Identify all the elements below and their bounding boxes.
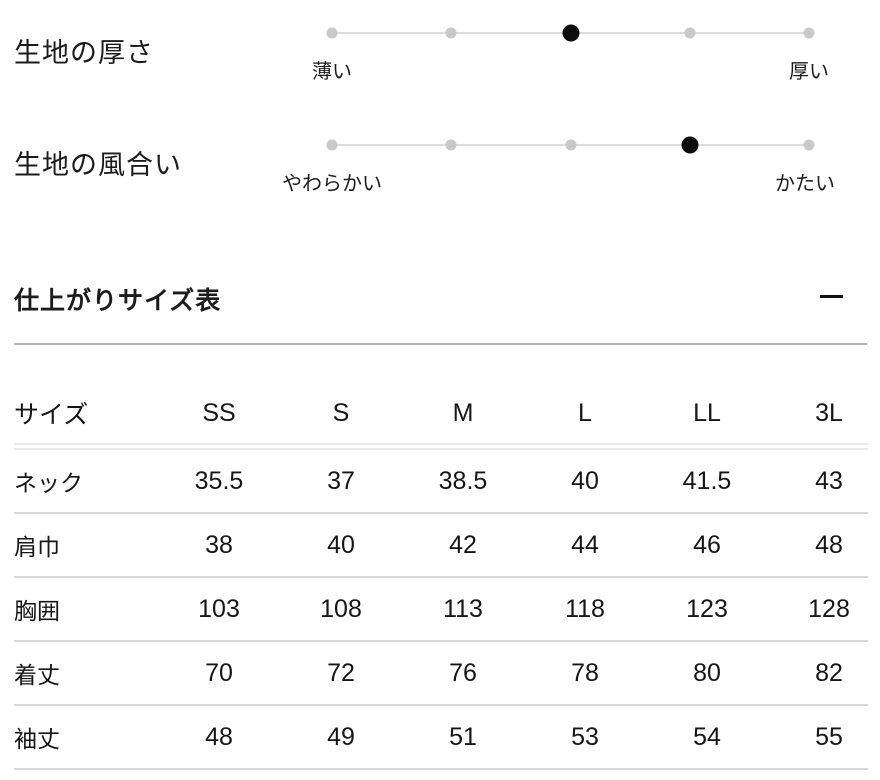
fabric-thickness-scale	[326, 24, 815, 42]
cell-value: 78	[524, 641, 646, 706]
scale-dot	[803, 139, 815, 151]
cell-value: 108	[280, 577, 402, 642]
row-label: 胸囲	[14, 577, 158, 642]
scale-dot	[684, 27, 696, 39]
cell-value: 51	[402, 705, 524, 770]
minus-icon	[820, 295, 843, 298]
scale-dot	[445, 139, 457, 151]
cell-value: 55	[768, 705, 868, 770]
table-row: 胸囲 103 108 113 118 123 128	[14, 577, 868, 642]
cell-value: 40	[524, 446, 646, 514]
scale-dot	[326, 139, 338, 151]
scale-dot	[803, 27, 815, 39]
scale-max-label: 厚い	[789, 61, 829, 83]
cell-value: 80	[646, 641, 768, 706]
cell-value: 44	[524, 513, 646, 578]
scale-dot	[326, 27, 338, 39]
cell-value: 38	[158, 513, 280, 578]
cell-value: 113	[402, 577, 524, 642]
cell-value: 53	[524, 705, 646, 770]
column-header: SS	[158, 383, 280, 450]
cell-value: 118	[524, 577, 646, 642]
cell-value: 43	[768, 446, 868, 514]
section-divider	[14, 343, 867, 345]
cell-value: 76	[402, 641, 524, 706]
fabric-thickness-label: 生地の厚さ	[14, 38, 154, 68]
row-label: 肩巾	[14, 513, 158, 578]
table-row: 袖丈 48 49 51 53 54 55	[14, 705, 868, 770]
scale-min-label: やわらかい	[282, 173, 382, 195]
fabric-texture-scale	[326, 136, 815, 154]
size-table-wrapper: サイズ SS S M L LL 3L ネック 35.5 37 38.5 40 4…	[14, 383, 868, 770]
cell-value: 70	[158, 641, 280, 706]
cell-value: 82	[768, 641, 868, 706]
cell-value: 38.5	[402, 446, 524, 514]
size-section-title: 仕上がりサイズ表	[14, 287, 222, 315]
fabric-texture-label: 生地の風合い	[14, 150, 182, 180]
scale-max-label: かたい	[775, 173, 835, 195]
cell-value: 37	[280, 446, 402, 514]
cell-value: 49	[280, 705, 402, 770]
scale-min-label: 薄い	[312, 61, 352, 83]
cell-value: 41.5	[646, 446, 768, 514]
row-label: 着丈	[14, 641, 158, 706]
size-table: サイズ SS S M L LL 3L ネック 35.5 37 38.5 40 4…	[14, 383, 868, 770]
cell-value: 48	[158, 705, 280, 770]
cell-value: 54	[646, 705, 768, 770]
cell-value: 35.5	[158, 446, 280, 514]
collapse-section-button[interactable]	[802, 284, 858, 310]
row-label: 袖丈	[14, 705, 158, 770]
column-header: サイズ	[14, 383, 158, 450]
column-header: M	[402, 383, 524, 450]
scale-dot	[565, 139, 576, 151]
size-table-header-row: サイズ SS S M L LL 3L	[14, 383, 868, 450]
cell-value: 72	[280, 641, 402, 706]
column-header: L	[524, 383, 646, 450]
cell-value: 46	[646, 513, 768, 578]
scale-dot-active	[562, 24, 579, 42]
cell-value: 103	[158, 577, 280, 642]
cell-value: 48	[768, 513, 868, 578]
table-row: ネック 35.5 37 38.5 40 41.5 43	[14, 446, 868, 514]
row-label: ネック	[14, 446, 158, 514]
cell-value: 128	[768, 577, 868, 642]
column-header: LL	[646, 383, 768, 450]
column-header: 3L	[768, 383, 868, 450]
scale-dot	[445, 27, 457, 39]
cell-value: 42	[402, 513, 524, 578]
cell-value: 40	[280, 513, 402, 578]
cell-value: 123	[646, 577, 768, 642]
scale-dot-active	[681, 136, 699, 154]
column-header: S	[280, 383, 402, 450]
table-row: 着丈 70 72 76 78 80 82	[14, 641, 868, 706]
table-row: 肩巾 38 40 42 44 46 48	[14, 513, 868, 578]
